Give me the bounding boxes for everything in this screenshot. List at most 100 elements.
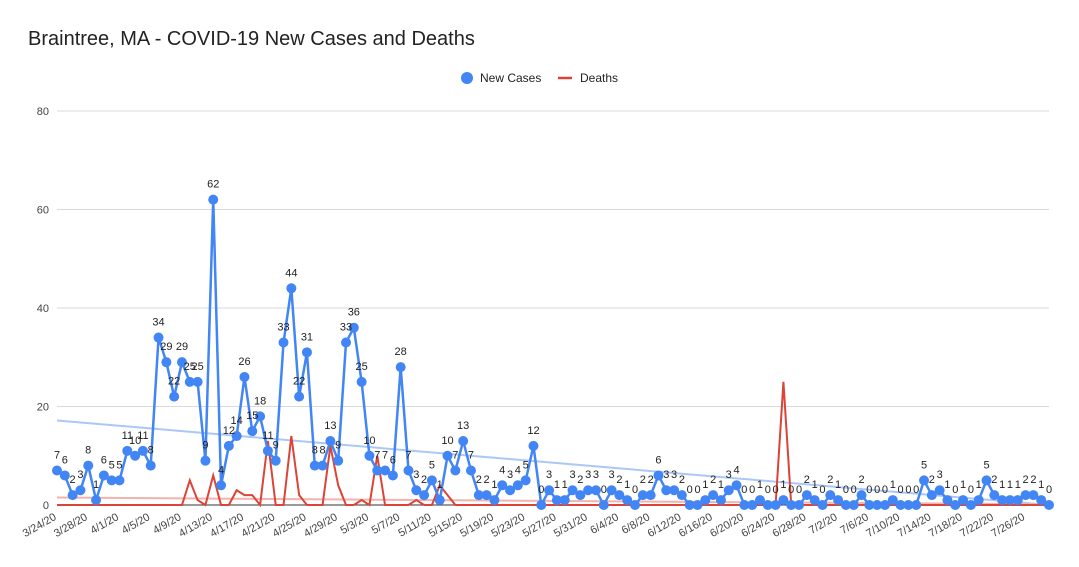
new-cases-point[interactable] (700, 495, 711, 506)
new-cases-point[interactable] (754, 495, 765, 506)
new-cases-point[interactable] (489, 495, 500, 506)
new-cases-point[interactable] (536, 500, 547, 510)
new-cases-point[interactable] (395, 362, 406, 373)
new-cases-point[interactable] (473, 490, 484, 501)
new-cases-point[interactable] (778, 495, 789, 506)
new-cases-point[interactable] (505, 485, 516, 496)
new-cases-point[interactable] (333, 455, 344, 466)
new-cases-point[interactable] (411, 485, 422, 496)
new-cases-point[interactable] (583, 485, 594, 496)
new-cases-point[interactable] (239, 371, 250, 382)
new-cases-point[interactable] (630, 500, 641, 510)
new-cases-point[interactable] (723, 485, 734, 496)
new-cases-point[interactable] (442, 450, 453, 461)
new-cases-point[interactable] (137, 445, 148, 456)
new-cases-point[interactable] (622, 495, 633, 506)
new-cases-point[interactable] (879, 500, 890, 510)
legend-item-deaths[interactable]: Deaths (558, 71, 618, 85)
new-cases-point[interactable] (262, 445, 273, 456)
new-cases-point[interactable] (1028, 490, 1039, 501)
new-cases-point[interactable] (341, 337, 352, 348)
new-cases-point[interactable] (372, 465, 383, 476)
new-cases-point[interactable] (747, 500, 758, 510)
new-cases-point[interactable] (426, 475, 437, 486)
new-cases-point[interactable] (786, 500, 797, 510)
new-cases-point[interactable] (1012, 495, 1023, 506)
new-cases-point[interactable] (590, 485, 601, 496)
new-cases-point[interactable] (83, 460, 94, 471)
new-cases-point[interactable] (653, 470, 664, 481)
new-cases-point[interactable] (551, 495, 562, 506)
legend-item-new-cases[interactable]: New Cases (461, 71, 541, 85)
new-cases-point[interactable] (833, 495, 844, 506)
new-cases-point[interactable] (91, 495, 102, 506)
new-cases-point[interactable] (450, 465, 461, 476)
new-cases-point[interactable] (731, 480, 742, 491)
new-cases-point[interactable] (176, 357, 187, 368)
new-cases-point[interactable] (606, 485, 617, 496)
new-cases-point[interactable] (1020, 490, 1031, 501)
new-cases-point[interactable] (715, 495, 726, 506)
new-cases-point[interactable] (1036, 495, 1047, 506)
new-cases-point[interactable] (434, 495, 445, 506)
new-cases-point[interactable] (958, 495, 969, 506)
new-cases-point[interactable] (380, 465, 391, 476)
new-cases-point[interactable] (255, 411, 266, 422)
new-cases-point[interactable] (161, 357, 172, 368)
new-cases-point[interactable] (919, 475, 930, 486)
new-cases-point[interactable] (926, 490, 937, 501)
new-cases-point[interactable] (895, 500, 906, 510)
new-cases-point[interactable] (130, 450, 141, 461)
new-cases-point[interactable] (270, 455, 281, 466)
new-cases-point[interactable] (231, 431, 242, 442)
new-cases-point[interactable] (200, 455, 211, 466)
new-cases-point[interactable] (973, 495, 984, 506)
new-cases-point[interactable] (817, 500, 828, 510)
new-cases-point[interactable] (122, 445, 133, 456)
new-cases-point[interactable] (497, 480, 508, 491)
new-cases-point[interactable] (676, 490, 687, 501)
new-cases-point[interactable] (965, 500, 976, 510)
new-cases-point[interactable] (278, 337, 289, 348)
new-cases-point[interactable] (114, 475, 125, 486)
new-cases-point[interactable] (52, 465, 62, 476)
new-cases-point[interactable] (684, 500, 695, 510)
new-cases-point[interactable] (661, 485, 672, 496)
new-cases-point[interactable] (387, 470, 398, 481)
new-cases-point[interactable] (997, 495, 1008, 506)
new-cases-point[interactable] (669, 485, 680, 496)
new-cases-point[interactable] (911, 500, 922, 510)
new-cases-point[interactable] (903, 500, 914, 510)
legend[interactable]: New Cases Deaths (461, 71, 618, 85)
new-cases-point[interactable] (520, 475, 531, 486)
new-cases-point[interactable] (528, 440, 539, 451)
new-cases-point[interactable] (223, 440, 234, 451)
new-cases-point[interactable] (692, 500, 703, 510)
new-cases-point[interactable] (192, 376, 203, 387)
new-cases-point[interactable] (559, 495, 570, 506)
new-cases-point[interactable] (848, 500, 859, 510)
new-cases-point[interactable] (145, 460, 156, 471)
new-cases-point[interactable] (348, 322, 359, 333)
new-cases-point[interactable] (98, 470, 109, 481)
new-cases-point[interactable] (645, 490, 656, 501)
new-cases-point[interactable] (184, 376, 195, 387)
new-cases-point[interactable] (864, 500, 875, 510)
new-cases-point[interactable] (567, 485, 578, 496)
new-cases-point[interactable] (739, 500, 750, 510)
new-cases-point[interactable] (247, 426, 258, 437)
new-cases-point[interactable] (762, 500, 773, 510)
new-cases-point[interactable] (856, 490, 867, 501)
new-cases-point[interactable] (1044, 500, 1054, 510)
new-cases-point[interactable] (67, 490, 78, 501)
new-cases-point[interactable] (934, 485, 945, 496)
new-cases-point[interactable] (840, 500, 851, 510)
new-cases-point[interactable] (637, 490, 648, 501)
new-cases-point[interactable] (598, 500, 609, 510)
new-cases-point[interactable] (708, 490, 719, 501)
new-cases-point[interactable] (169, 391, 180, 402)
new-cases-point[interactable] (872, 500, 883, 510)
new-cases-point[interactable] (286, 283, 297, 294)
new-cases-point[interactable] (59, 470, 70, 481)
new-cases-point[interactable] (770, 500, 781, 510)
